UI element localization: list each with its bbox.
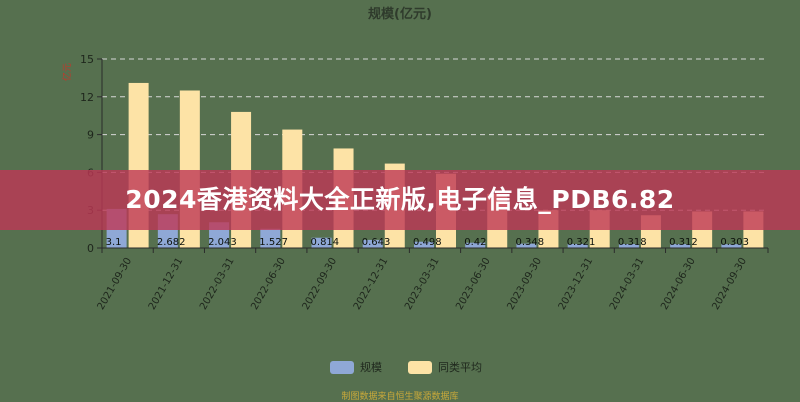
bar-scale[interactable] — [465, 242, 486, 248]
chart-title: 规模(亿元) — [368, 7, 432, 22]
legend-label-scale: 规模 — [360, 361, 382, 374]
y-tick-label: 9 — [87, 129, 94, 142]
data-label-scale: 0.42 — [464, 237, 486, 248]
x-tick-label: 2022-06-30 — [249, 256, 288, 312]
data-label-scale: 0.348 — [515, 237, 544, 248]
x-tick-label: 2023-03-31 — [403, 256, 442, 312]
data-labels: 3.1 2.682 2.043 1.527 0.814 0.643 0.498 0.42 0.3… — [106, 237, 749, 248]
data-label-scale: 0.498 — [413, 237, 442, 248]
data-label-scale: 0.318 — [618, 237, 647, 248]
x-tick-label: 2021-09-30 — [96, 256, 135, 312]
x-tick-label: 2022-12-31 — [352, 256, 391, 312]
x-tick-label: 2023-06-30 — [454, 256, 493, 312]
data-label-scale: 1.527 — [259, 237, 288, 248]
legend: 规模 同类平均 — [330, 359, 482, 375]
x-tick-label: 2022-09-30 — [301, 256, 340, 312]
bar-scale[interactable] — [516, 243, 537, 248]
x-tick-label: 2023-09-30 — [505, 256, 544, 312]
data-label-scale: 0.643 — [362, 237, 391, 248]
x-tick-label: 2023-12-31 — [557, 256, 596, 312]
legend-item-scale[interactable]: 规模 — [330, 359, 382, 375]
bar-scale[interactable] — [311, 237, 332, 248]
bar-scale[interactable] — [260, 228, 281, 248]
legend-swatch-scale — [330, 360, 354, 374]
y-axis-label: 亿元 — [61, 63, 73, 81]
x-tick-label: 2022-03-31 — [198, 256, 237, 312]
overlay-banner: 2024香港资料大全正新版,电子信息_PDB6.82 — [0, 170, 800, 230]
legend-item-peer-average[interactable]: 同类平均 — [408, 359, 482, 375]
legend-swatch-peer-average — [408, 360, 432, 374]
data-label-scale: 2.682 — [157, 237, 186, 248]
y-tick-label: 0 — [87, 242, 94, 255]
bar-scale[interactable] — [618, 243, 639, 248]
footer-note: 制图数据来自恒生聚源数据库 — [341, 392, 459, 402]
data-label-scale: 0.303 — [720, 237, 749, 248]
x-tick-label: 2024-03-31 — [608, 256, 647, 312]
x-tick-label: 2021-12-31 — [147, 256, 186, 312]
y-tick-label: 12 — [80, 91, 94, 104]
bar-scale[interactable] — [414, 241, 434, 248]
bar-scale[interactable] — [670, 244, 691, 248]
bar-scale[interactable] — [721, 244, 742, 248]
bar-scale[interactable] — [567, 243, 588, 248]
data-label-scale: 2.043 — [208, 237, 237, 248]
data-label-scale: 3.1 — [106, 237, 122, 248]
y-tick-label: 15 — [80, 53, 94, 66]
bar-scale[interactable] — [362, 239, 383, 248]
x-tick-label: 2024-06-30 — [659, 256, 698, 312]
banner-title: 2024香港资料大全正新版,电子信息_PDB6.82 — [125, 185, 675, 214]
legend-label-peer-average: 同类平均 — [438, 361, 482, 374]
data-label-scale: 0.814 — [311, 237, 340, 248]
data-label-scale: 0.312 — [669, 237, 698, 248]
data-label-scale: 0.321 — [567, 237, 596, 248]
x-tick-label: 2024-09-30 — [710, 256, 749, 312]
